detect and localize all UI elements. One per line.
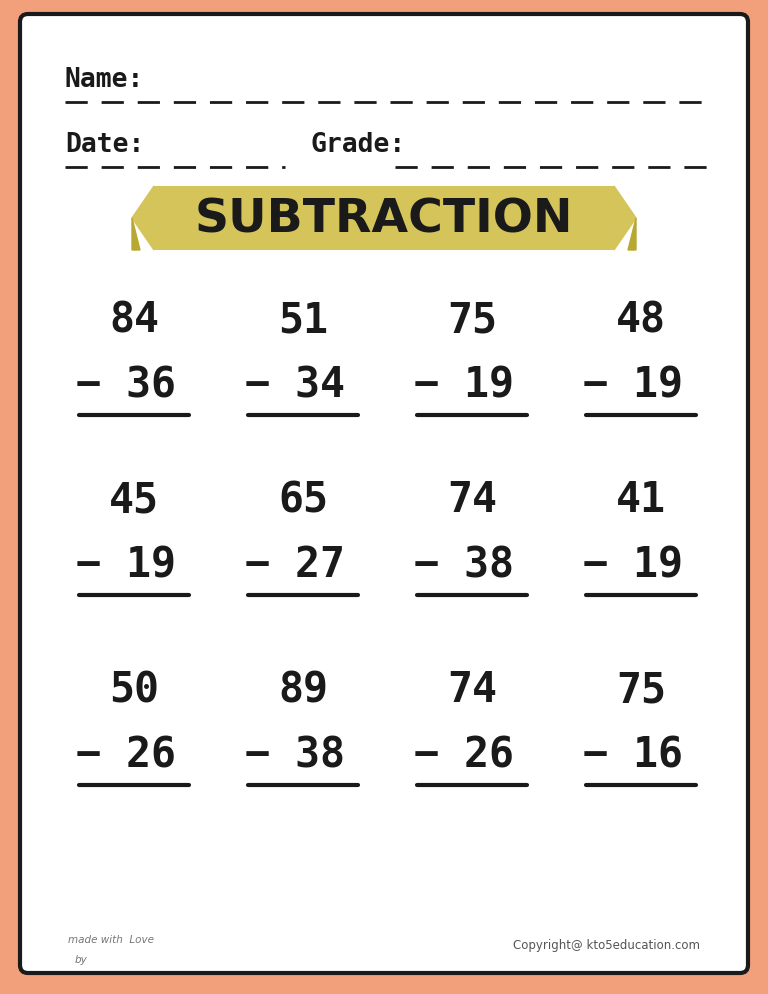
Text: − 34: − 34 [245,364,346,406]
Text: Name:: Name: [65,67,144,93]
Text: 48: 48 [616,299,667,341]
FancyBboxPatch shape [20,14,748,973]
Text: 65: 65 [278,479,329,521]
Text: 74: 74 [447,479,498,521]
Text: − 19: − 19 [583,544,684,586]
Polygon shape [628,218,636,250]
Text: − 16: − 16 [583,734,684,776]
Text: − 36: − 36 [76,364,177,406]
Text: made with  Love: made with Love [68,935,154,945]
Text: − 26: − 26 [414,734,515,776]
Text: − 19: − 19 [414,364,515,406]
Text: − 19: − 19 [76,544,177,586]
Text: 41: 41 [616,479,667,521]
Text: − 38: − 38 [245,734,346,776]
Text: 75: 75 [447,299,498,341]
Text: 75: 75 [616,669,667,711]
Text: by: by [75,955,88,965]
Text: 74: 74 [447,669,498,711]
FancyBboxPatch shape [154,186,614,250]
Polygon shape [614,186,636,250]
Text: − 27: − 27 [245,544,346,586]
Text: 51: 51 [278,299,329,341]
Text: − 38: − 38 [414,544,515,586]
Text: SUBTRACTION: SUBTRACTION [195,198,573,243]
Text: 89: 89 [278,669,329,711]
Text: Grade:: Grade: [310,132,406,158]
Polygon shape [132,218,140,250]
Text: − 26: − 26 [76,734,177,776]
Text: Date:: Date: [65,132,144,158]
Polygon shape [132,186,154,250]
Text: Copyright@ kto5education.com: Copyright@ kto5education.com [513,938,700,951]
Text: 84: 84 [109,299,160,341]
Text: − 19: − 19 [583,364,684,406]
Text: 50: 50 [109,669,160,711]
Text: 45: 45 [109,479,160,521]
